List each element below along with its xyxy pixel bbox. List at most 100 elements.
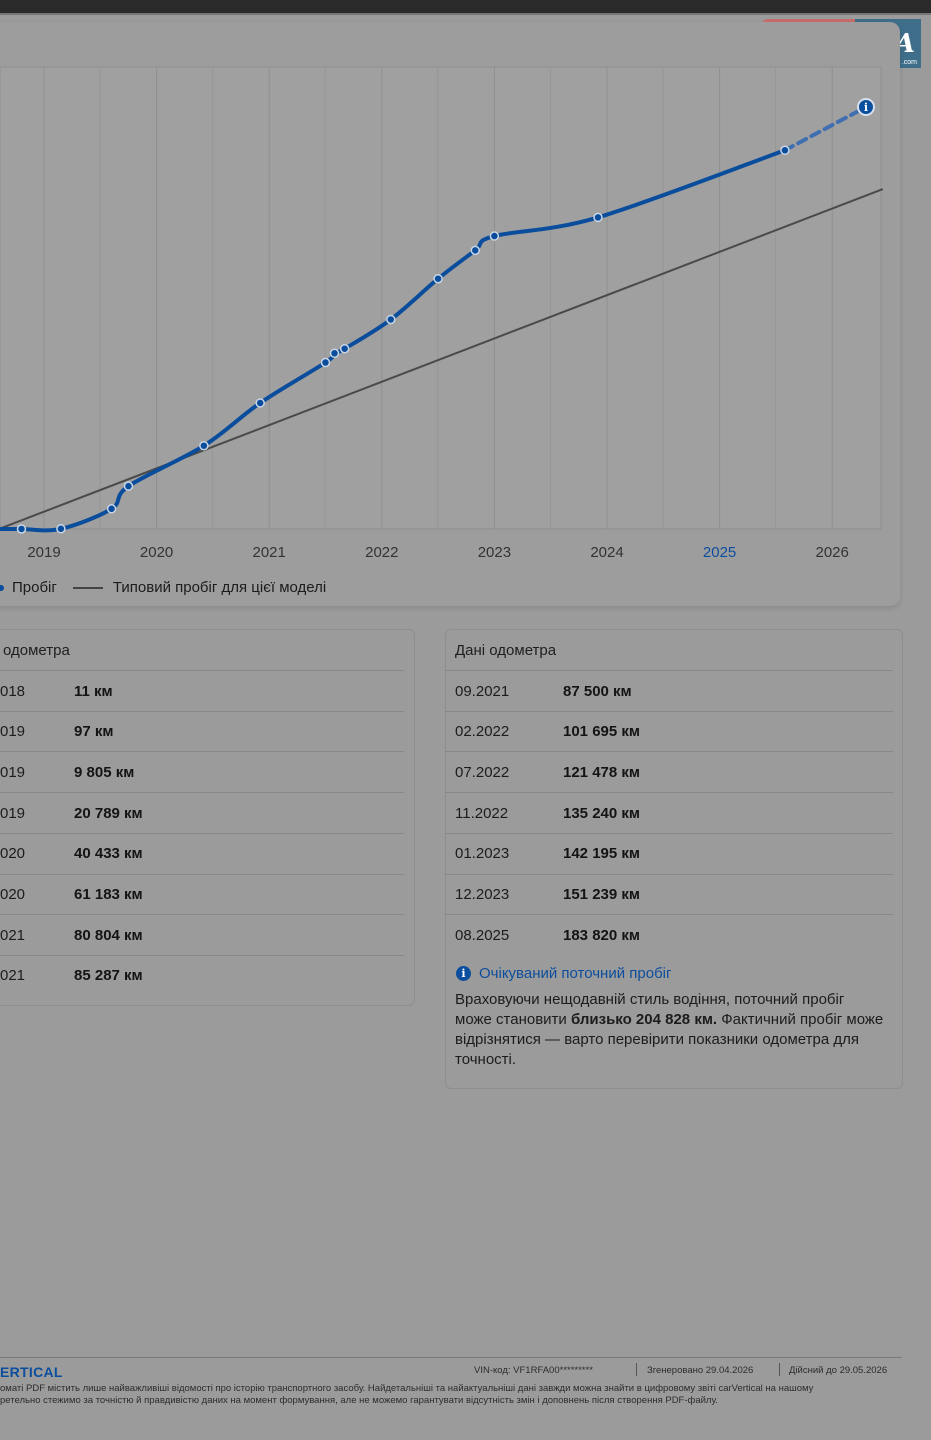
odometer-left-date: 019	[0, 763, 26, 781]
footer-separator	[636, 1363, 637, 1376]
odometer-left-value: 11 км	[74, 682, 113, 700]
odometer-left-row: 018 11 км	[0, 670, 404, 711]
odometer-right-date: 08.2025	[455, 926, 510, 944]
odometer-right-row: 07.2022 121 478 км	[445, 751, 893, 792]
x-tick-label: 2019	[27, 544, 60, 561]
odometer-left-value: 40 433 км	[74, 845, 143, 863]
logo-com-text: .com	[901, 59, 917, 66]
odometer-right-value: 121 478 км	[563, 763, 640, 781]
top-bar	[0, 0, 931, 13]
footer-generated: Згенеровано 29.04.2026	[647, 1365, 754, 1376]
top-divider	[0, 13, 931, 15]
odometer-right-value: 142 195 км	[563, 845, 640, 863]
info-icon: i	[456, 966, 471, 981]
odometer-left-date: 019	[0, 804, 26, 822]
odometer-left-date: 021	[0, 926, 26, 944]
odometer-right-value: 183 820 км	[563, 926, 640, 944]
odometer-left-row: 021 85 287 км	[0, 954, 404, 996]
odometer-left-date: 020	[0, 845, 26, 863]
mileage-point	[320, 357, 331, 368]
odometer-left-row: 021 80 804 км	[0, 914, 404, 955]
mileage-point	[106, 504, 117, 514]
mileage-projection-line	[782, 105, 868, 153]
x-tick-label: 2022	[365, 544, 398, 561]
expected-mileage-text: Враховуючи нещодавній стиль водіння, пот…	[455, 990, 885, 1070]
expected-mileage-title: Очікуваний поточний пробіг	[479, 965, 672, 982]
mileage-point	[255, 398, 265, 408]
mileage-point	[339, 343, 350, 354]
disclaimer-line-1: оматі PDF містить лише найважливіші відо…	[0, 1383, 814, 1394]
projection-info-icon	[856, 98, 875, 116]
odometer-right-row: 09.2021 87 500 км	[445, 670, 893, 711]
mileage-point	[123, 481, 134, 491]
odometer-left-date: 019	[0, 723, 26, 741]
mileage-point	[780, 145, 790, 156]
odometer-right-row: 12.2023 151 239 км	[445, 873, 893, 915]
x-tick-label: 2021	[253, 544, 286, 561]
mileage-chart: 2019 2020 2021 2022 2023 2024 2025 2026 i	[0, 66, 884, 561]
mileage-point	[470, 245, 481, 256]
mileage-point	[56, 524, 66, 534]
odometer-card-left: одометра	[0, 629, 415, 1006]
carvertical-brand: ERTICAL	[0, 1364, 63, 1380]
projection-marker: i	[856, 98, 875, 116]
mileage-point	[329, 348, 340, 359]
legend-typical-label: Типовий пробіг для цієї моделі	[112, 579, 327, 596]
expected-mileage-heading: i Очікуваний поточний пробіг	[456, 965, 671, 982]
x-tick-label: 2024	[590, 544, 623, 561]
expected-text-bold: близько 204 828 км.	[570, 1011, 718, 1028]
odometer-left-date: 018	[0, 682, 26, 700]
odometer-left-row: 019 97 км	[0, 710, 404, 752]
odometer-right-date: 12.2023	[455, 886, 510, 903]
mileage-points	[16, 145, 790, 534]
footer-disclaimer: оматі PDF містить лише найважливіші відо…	[0, 1383, 905, 1407]
odometer-right-row: 11.2022 135 240 км	[445, 792, 893, 833]
odometer-right-row: 08.2025 183 820 км	[445, 914, 893, 955]
legend-mileage-label: Пробіг	[12, 579, 57, 596]
odometer-left-value: 97 км	[74, 723, 114, 741]
mileage-point	[386, 314, 396, 325]
odometer-right-value: 101 695 км	[563, 723, 640, 741]
odometer-right-value: 87 500 км	[563, 682, 632, 700]
odometer-right-value: 151 239 км	[563, 886, 640, 903]
chart-grid	[0, 66, 882, 530]
odometer-left-row: 019 9 805 км	[0, 751, 404, 792]
mileage-point	[489, 231, 500, 241]
odometer-left-value: 20 789 км	[74, 804, 143, 822]
mileage-point	[16, 524, 27, 534]
expected-text-2: Фактичний пробіг може відрізнятися — вар…	[455, 1011, 884, 1068]
expected-text-1: Враховуючи нещодавній стиль водіння, пот…	[455, 991, 845, 1028]
chart-x-ticks: 2019 2020 2021 2022 2023 2024 2025 2026	[27, 544, 849, 561]
odometer-left-date: 020	[0, 886, 26, 903]
odometer-right-date: 02.2022	[455, 723, 510, 741]
odometer-left-row: 020 40 433 км	[0, 832, 404, 874]
odometer-right-value: 135 240 км	[563, 804, 640, 822]
odometer-left-value: 85 287 км	[74, 967, 143, 985]
odometer-right-row: 01.2023 142 195 км	[445, 832, 893, 874]
odometer-left-date: 021	[0, 967, 26, 985]
odometer-card-right-title: Дані одометра	[455, 642, 557, 659]
typical-mileage-line	[0, 188, 884, 530]
projection-info-glyph: i	[864, 101, 868, 114]
legend-typical-marker	[72, 586, 103, 589]
x-tick-label: 2023	[478, 544, 511, 561]
footer-separator	[779, 1363, 780, 1376]
odometer-right-date: 07.2022	[455, 763, 510, 781]
x-tick-label: 2025	[703, 544, 736, 561]
footer-divider	[0, 1357, 902, 1358]
footer-valid: Дійсний до 29.05.2026	[789, 1365, 888, 1376]
disclaimer-line-2: ретельно стежимо за точністю й правдивіс…	[0, 1395, 718, 1406]
mileage-point	[433, 273, 443, 284]
chart-legend: Пробіг Типовий пробіг для цієї моделі	[0, 579, 326, 596]
x-tick-label: 2026	[816, 544, 849, 561]
odometer-left-row: 020 61 183 км	[0, 873, 404, 915]
odometer-left-value: 9 805 км	[74, 763, 135, 781]
odometer-right-row: 02.2022 101 695 км	[445, 710, 893, 752]
odometer-left-row: 019 20 789 км	[0, 792, 404, 833]
odometer-left-value: 61 183 км	[74, 886, 143, 903]
mileage-point	[593, 212, 603, 223]
footer-vin: VIN-код: VF1RFA00*********	[474, 1365, 593, 1376]
odometer-right-date: 11.2022	[455, 804, 509, 822]
legend-mileage-marker	[0, 584, 4, 591]
odometer-card-left-title: одометра	[3, 642, 70, 659]
